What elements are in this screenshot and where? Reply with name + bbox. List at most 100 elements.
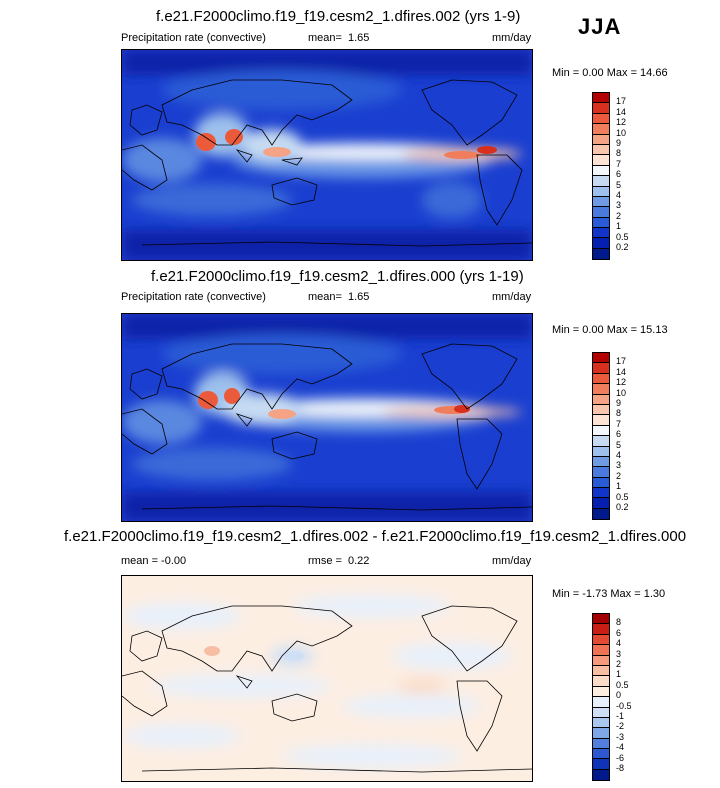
colorbar-box (593, 363, 609, 374)
colorbar-tick-label: -6 (616, 752, 625, 763)
colorbar-tick-label: 4 (616, 190, 622, 200)
hotspot-east-pacific-itcz (444, 151, 480, 159)
colorbar-tick-label: 2 (616, 470, 622, 481)
colorbar-box (593, 124, 609, 135)
colorbar-tick-label: 5 (616, 439, 622, 450)
coastlines (122, 605, 532, 773)
colorbar-tick-label: 0 (616, 690, 622, 701)
colorbar-box (593, 749, 609, 760)
panel-2-variable-label: Precipitation rate (convective) (121, 291, 266, 303)
colorbar-box (593, 477, 609, 489)
colorbar-tick-label: 10 (616, 387, 627, 398)
colorbar-tick-label: 9 (616, 138, 622, 148)
colorbar-tick-label: 14 (616, 106, 627, 117)
colorbar-box (593, 196, 609, 208)
colorbar-box (593, 436, 609, 447)
colorbar-box (593, 655, 609, 666)
panel-1-minmax: Min = 0.00 Max = 14.66 (552, 67, 668, 79)
diff-positive-spot (204, 646, 220, 656)
colorbar-box (593, 176, 609, 187)
panel-2-title: f.e21.F2000climo.f19_f19.cesm2_1.dfires.… (151, 268, 524, 285)
colorbar-box (593, 384, 609, 395)
colorbar-tick-label: 3 (616, 460, 622, 471)
colorbar-tick-label: 17 (616, 356, 627, 367)
colorbar-box (593, 728, 609, 739)
colorbar-box (593, 238, 609, 249)
colorbar-tick-label: 17 (616, 96, 627, 107)
colorbar-box (593, 134, 609, 145)
colorbar-tick-label: -3 (616, 731, 625, 742)
panel-1-map (121, 49, 533, 261)
colorbar-box (593, 614, 609, 625)
panel-3-rmse-value: 0.22 (348, 555, 370, 567)
colorbar-tick-label: 2 (616, 659, 622, 669)
colorbar-tick-label: 0.5 (616, 679, 629, 690)
colorbar-box (593, 665, 609, 677)
colorbar-tick-label: 0.2 (616, 242, 629, 252)
colorbar-tick-label: 12 (616, 117, 627, 128)
colorbar-box (593, 113, 609, 125)
colorbar-box (593, 645, 609, 656)
colorbar-box (593, 353, 609, 364)
hotspot-bay-of-bengal (198, 391, 218, 409)
panel-1-units: mm/day (492, 32, 532, 44)
colorbar-tick-label: -2 (616, 721, 625, 732)
colorbar-box (593, 248, 609, 260)
panel-2-mean-value: 1.65 (348, 291, 370, 303)
colorbar-tick-label: 3 (616, 648, 622, 659)
panel-1-mean-value: 1.65 (348, 32, 370, 44)
panel-3-rmse-label: rmse = (308, 555, 342, 567)
panel-1-map-plot (122, 50, 532, 260)
colorbar-box (593, 394, 609, 405)
colorbar-tick-label: 6 (616, 169, 622, 180)
colorbar-box (593, 103, 609, 114)
colorbar-tick-label: 8 (616, 408, 622, 419)
panel-2-mean-label: mean= (308, 291, 342, 303)
colorbar-tick-label: 5 (616, 179, 622, 190)
colorbar-box (593, 93, 609, 104)
panel-1-mean-label: mean= (308, 32, 342, 44)
panel-1-variable-label: Precipitation rate (convective) (121, 32, 266, 44)
colorbar-tick-label: 2 (616, 210, 622, 221)
colorbar-tick-label: 0.2 (616, 502, 629, 512)
colorbar-box (593, 498, 609, 509)
panel-3-minmax: Min = -1.73 Max = 1.30 (552, 588, 666, 600)
colorbar-tick-label: -1 (616, 711, 625, 721)
colorbar-tick-label: 7 (616, 418, 622, 429)
colorbar-box (593, 446, 609, 457)
colorbar-tick-label: 0.5 (616, 491, 629, 502)
colorbar-box (593, 488, 609, 499)
hotspot-indochina (224, 388, 240, 404)
colorbar-tick-label: 12 (616, 377, 627, 388)
season-label: JJA (578, 14, 622, 39)
colorbar-tick-label: 14 (616, 366, 627, 377)
colorbar-tick-label: -8 (616, 763, 625, 773)
panel-3-map-plot (122, 576, 532, 781)
panel-2-units: mm/day (492, 291, 532, 303)
colorbar-tick-label: 4 (616, 638, 622, 649)
colorbar-box (593, 456, 609, 468)
colorbar-box (593, 634, 609, 646)
colorbar-tick-label: 1 (616, 221, 622, 232)
panel-2-minmax: Min = 0.00 Max = 15.13 (552, 324, 668, 336)
panel-3-mean-label: mean = -0.00 (121, 555, 187, 567)
colorbar-box (593, 186, 609, 197)
colorbar-box (593, 228, 609, 239)
colorbar-box (593, 769, 609, 781)
colorbar-box (593, 207, 609, 218)
hotspot-bay-of-bengal (196, 133, 216, 151)
colorbar-box (593, 467, 609, 478)
colorbar-tick-label: 0.5 (616, 231, 629, 242)
colorbar-box (593, 508, 609, 520)
panel-2-map (121, 313, 533, 522)
colorbar-tick-label: 3 (616, 200, 622, 211)
colorbar-box (593, 686, 609, 698)
colorbar-tick-label: 1 (616, 481, 622, 492)
colorbar-tick-label: 8 (616, 148, 622, 159)
colorbar-box (593, 217, 609, 229)
panel-3-title: f.e21.F2000climo.f19_f19.cesm2_1.dfires.… (64, 528, 687, 545)
panel-3-colorbar (592, 613, 610, 782)
colorbar-box (593, 624, 609, 635)
colorbar-tick-label: 10 (616, 127, 627, 138)
colorbar-tick-label: -0.5 (616, 700, 632, 711)
